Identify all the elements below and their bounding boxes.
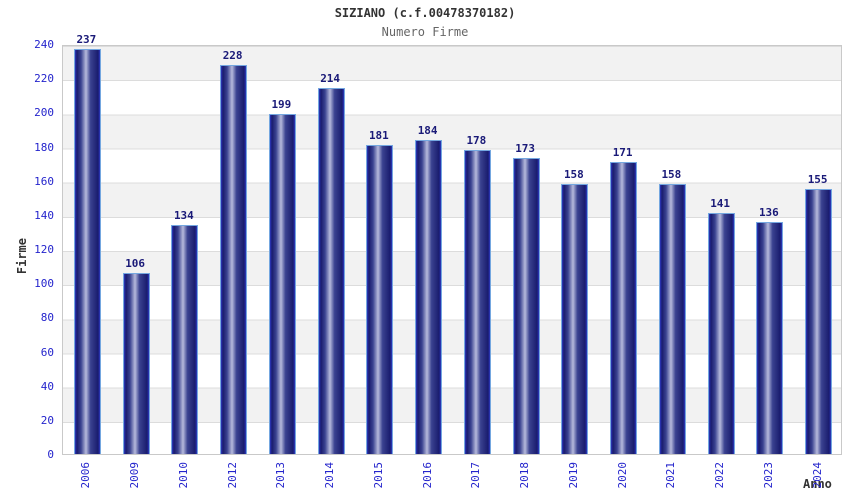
bar (317, 88, 345, 454)
bar-value-label: 178 (466, 133, 487, 147)
x-tick-label: 2018 (518, 462, 532, 489)
y-tick-label: 0 (47, 448, 54, 461)
y-tick-label: 160 (34, 174, 54, 188)
chart-title: SIZIANO (c.f.00478370182) (334, 6, 516, 20)
chart-subtitle: Numero Firme (381, 25, 469, 39)
y-tick-label: 220 (34, 72, 54, 86)
bar (220, 64, 248, 454)
y-tick-label: 200 (34, 106, 54, 120)
x-tick-label: 2022 (713, 462, 727, 489)
bar-value-label: 134 (173, 209, 194, 223)
bar-value-label: 173 (515, 142, 536, 156)
x-tick-label: 2013 (274, 462, 288, 489)
x-tick-label: 2016 (420, 462, 434, 489)
bar-value-label: 171 (612, 145, 633, 159)
x-tick-label: 2012 (225, 462, 239, 489)
plot-area (62, 45, 842, 455)
bar-value-label: 214 (320, 72, 341, 86)
x-tick-label: 2010 (176, 462, 190, 489)
y-tick-label: 40 (40, 379, 54, 393)
bar-value-label: 228 (222, 48, 243, 62)
bar (512, 158, 540, 454)
y-tick-label: 120 (34, 243, 54, 256)
bar (805, 189, 833, 454)
bar-value-label: 158 (563, 168, 584, 182)
x-tick-label: 2023 (761, 462, 775, 489)
bar-value-label: 199 (271, 98, 292, 112)
x-tick-label: 2019 (566, 462, 580, 489)
y-tick-label: 240 (34, 38, 54, 51)
y-tick-label: 100 (34, 277, 54, 291)
x-tick-label: 2015 (371, 462, 385, 489)
bar (463, 149, 491, 454)
y-tick-label: 140 (34, 208, 54, 222)
bar-value-label: 184 (417, 123, 438, 137)
x-tick-label: 2021 (664, 462, 678, 489)
y-tick-label: 20 (40, 413, 54, 427)
x-tick-label: 2020 (615, 462, 629, 489)
bar-value-label: 106 (125, 256, 146, 270)
bar-value-label: 141 (710, 197, 731, 211)
bar-value-label: 181 (368, 128, 389, 142)
bar (122, 272, 150, 454)
x-tick-label: 2006 (79, 462, 93, 489)
bar (610, 161, 638, 454)
bar (171, 225, 199, 454)
x-tick-label: 2024 (810, 462, 824, 489)
bar (658, 184, 686, 454)
bar (415, 139, 443, 454)
x-tick-label: 2017 (469, 462, 483, 489)
y-tick-label: 80 (40, 311, 54, 325)
y-tick-label: 60 (40, 345, 54, 359)
bar-value-label: 155 (807, 173, 828, 187)
bar (268, 114, 296, 454)
bar (366, 144, 394, 454)
y-tick-label: 180 (34, 140, 54, 154)
bar-value-label: 237 (76, 33, 97, 47)
x-tick-label: 2009 (128, 462, 142, 489)
bar (73, 49, 101, 454)
bar (707, 213, 735, 454)
bar (561, 184, 589, 454)
x-tick-label: 2014 (323, 462, 337, 489)
bar (756, 221, 784, 454)
bar-value-label: 136 (758, 205, 779, 219)
x-axis-label: Anno (803, 477, 832, 491)
bar-value-label: 158 (661, 168, 682, 182)
